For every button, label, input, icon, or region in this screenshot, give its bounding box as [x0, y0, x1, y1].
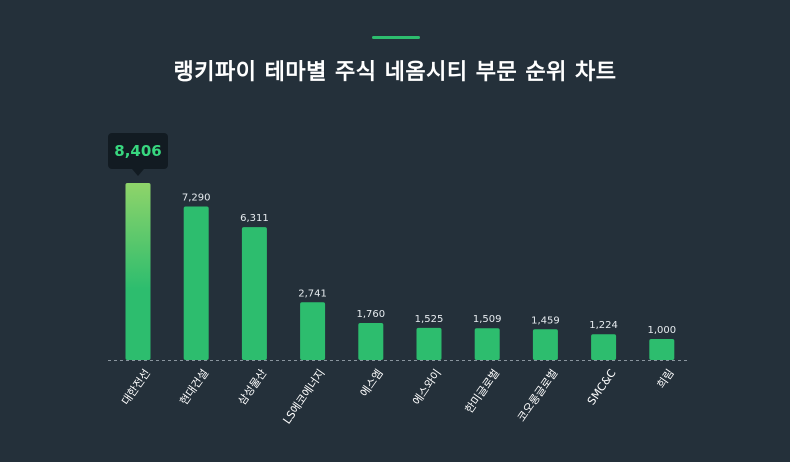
x-tick-label: SMC&C — [585, 367, 619, 408]
bar-4[interactable] — [300, 302, 326, 360]
chart-title: 랭키파이 테마별 주식 네옴시티 부문 순위 차트 — [173, 60, 617, 85]
highlight-tooltip: 8,406 — [108, 133, 168, 169]
bar-10[interactable] — [649, 338, 675, 360]
x-tick-label: 대한전선 — [119, 367, 153, 408]
bar-value-label: 6,311 — [240, 213, 269, 224]
x-tick-label: 코오롱글로벌 — [515, 367, 560, 424]
bar-value-label: 1,509 — [473, 314, 502, 325]
bar-8[interactable] — [532, 329, 558, 360]
bar-6[interactable] — [416, 327, 442, 360]
bar-9[interactable] — [591, 334, 617, 360]
x-tick-label: LS에코에너지 — [280, 367, 327, 427]
x-tick-label: 희림 — [655, 367, 677, 391]
bar-value-label: 7,290 — [182, 192, 211, 203]
bar-2[interactable] — [183, 206, 209, 360]
bar-value-label: 1,760 — [356, 309, 385, 320]
bar-value-label: 1,000 — [647, 325, 676, 336]
x-tick-label: 에스와이 — [410, 367, 444, 408]
bar-7[interactable] — [474, 328, 500, 360]
tooltip-arrow — [132, 169, 144, 176]
title-accent-line — [372, 36, 420, 39]
bar-value-label: 1,459 — [531, 315, 560, 326]
bar-3[interactable] — [241, 227, 267, 360]
x-tick-label: 한미글로벌 — [463, 367, 503, 416]
x-tick-label: 현대건설 — [177, 367, 211, 408]
bar-value-label: 1,224 — [589, 320, 618, 331]
bar-value-label: 1,525 — [415, 314, 444, 325]
bar-1[interactable] — [125, 183, 151, 360]
x-tick-label: 에스엠 — [358, 367, 386, 399]
bar-value-label: 2,741 — [298, 288, 327, 299]
x-tick-label: 삼성물산 — [236, 367, 270, 408]
bar-5[interactable] — [358, 322, 384, 360]
